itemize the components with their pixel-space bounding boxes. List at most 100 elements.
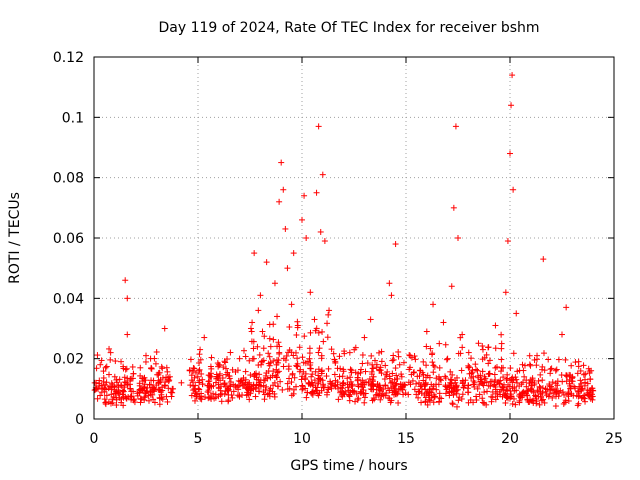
data-point-band xyxy=(473,397,480,404)
data-point-band xyxy=(240,347,247,354)
data-point-band xyxy=(306,380,313,387)
data-point-band xyxy=(146,381,153,388)
data-point xyxy=(479,346,486,353)
data-point-band xyxy=(450,384,457,391)
data-point-band xyxy=(289,371,296,378)
data-point-band xyxy=(323,373,330,380)
data-point xyxy=(346,349,353,356)
data-point-band xyxy=(94,395,101,402)
data-point-band xyxy=(535,377,542,384)
data-point-band xyxy=(517,394,524,401)
data-point-band xyxy=(524,397,531,404)
data-point-band xyxy=(494,379,501,386)
data-point-band xyxy=(443,356,450,363)
data-point-band xyxy=(377,396,384,403)
data-point xyxy=(552,367,559,374)
data-point-band xyxy=(150,396,157,403)
data-point-band xyxy=(339,393,346,400)
data-point-band xyxy=(269,388,276,395)
data-point-band xyxy=(424,401,431,408)
data-point-band xyxy=(372,357,379,364)
data-point-band xyxy=(164,368,171,375)
data-point-band xyxy=(151,399,158,406)
data-point-band xyxy=(273,366,280,373)
data-point-band xyxy=(229,394,236,401)
data-point xyxy=(207,373,214,380)
data-point-band xyxy=(138,395,145,402)
data-point-band xyxy=(426,386,433,393)
data-point-band xyxy=(508,393,515,400)
data-point-band xyxy=(346,381,353,388)
data-point-band xyxy=(588,385,595,392)
data-point-band xyxy=(318,352,325,359)
data-point xyxy=(136,382,143,389)
data-point-band xyxy=(196,386,203,393)
data-point-band xyxy=(530,389,537,396)
data-point-band xyxy=(386,375,393,382)
data-point-band xyxy=(387,399,394,406)
data-point xyxy=(355,370,362,377)
data-point-band xyxy=(319,328,326,335)
grid-lines xyxy=(94,57,614,419)
data-point-band xyxy=(205,389,212,396)
data-point xyxy=(149,391,156,398)
data-point-band xyxy=(509,400,516,407)
data-point-band xyxy=(146,397,153,404)
data-point xyxy=(157,376,164,383)
data-point-band xyxy=(458,395,465,402)
data-point-band xyxy=(230,388,237,395)
data-point-band xyxy=(368,386,375,393)
data-point-band xyxy=(547,370,554,377)
data-point-band xyxy=(261,391,268,398)
data-point-band xyxy=(485,344,492,351)
data-point-band xyxy=(344,375,351,382)
data-point-band xyxy=(423,343,430,350)
data-point-band xyxy=(112,390,119,397)
data-point-band xyxy=(499,383,506,390)
data-point xyxy=(388,292,395,299)
data-point-band xyxy=(94,352,101,359)
data-point xyxy=(101,388,108,395)
data-point-band xyxy=(156,401,163,408)
data-point-band xyxy=(191,365,198,372)
data-point-band xyxy=(313,325,320,332)
data-point-band xyxy=(368,352,375,359)
data-point-band xyxy=(485,360,492,367)
data-point-band xyxy=(361,399,368,406)
data-point-band xyxy=(449,371,456,378)
data-point xyxy=(276,198,283,205)
data-point-band xyxy=(233,384,240,391)
data-point-band xyxy=(142,393,149,400)
data-point-band xyxy=(328,385,335,392)
data-point-band xyxy=(549,394,556,401)
data-point-band xyxy=(296,344,303,351)
data-point xyxy=(361,334,368,341)
data-point-band xyxy=(258,358,265,365)
data-point xyxy=(118,358,125,365)
data-point-band xyxy=(317,375,324,382)
data-point-band xyxy=(151,355,158,362)
data-point-band xyxy=(498,368,505,375)
data-point xyxy=(319,171,326,178)
data-point-band xyxy=(270,358,277,365)
y-tick-label: 0.08 xyxy=(53,171,84,187)
data-point xyxy=(271,280,278,287)
data-point-band xyxy=(523,383,530,390)
data-point xyxy=(430,301,437,308)
data-point-band xyxy=(575,387,582,394)
data-point-band xyxy=(400,383,407,390)
data-point-band xyxy=(459,344,466,351)
data-point-band xyxy=(276,343,283,350)
data-point-band xyxy=(158,388,165,395)
data-point-band xyxy=(557,387,564,394)
data-point-band xyxy=(500,374,507,381)
data-point-band xyxy=(524,392,531,399)
data-point-band xyxy=(375,349,382,356)
data-point-band xyxy=(334,379,341,386)
data-point-band xyxy=(578,380,585,387)
data-point-band xyxy=(266,393,273,400)
data-point-band xyxy=(288,379,295,386)
